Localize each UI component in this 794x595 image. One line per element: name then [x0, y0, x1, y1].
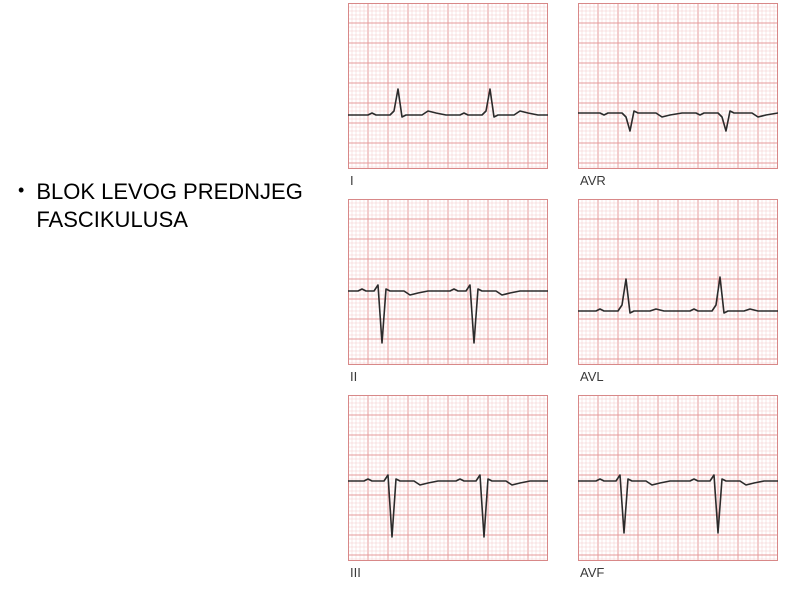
- bullet-item: • BLOK LEVOG PREDNJEG FASCIKULUSA: [18, 178, 338, 233]
- ecg-panel-lead-III: III: [348, 395, 548, 561]
- ecg-panel-lead-II: II: [348, 199, 548, 365]
- ecg-panel-lead-I: I: [348, 3, 548, 169]
- bullet-block: • BLOK LEVOG PREDNJEG FASCIKULUSA: [18, 178, 338, 233]
- bullet-text: BLOK LEVOG PREDNJEG FASCIKULUSA: [36, 178, 338, 233]
- slide: • BLOK LEVOG PREDNJEG FASCIKULUSA IAVRII…: [0, 0, 794, 595]
- ecg-grid-container: IAVRIIAVLIIIAVF: [348, 3, 786, 592]
- ecg-label-lead-II: II: [350, 369, 357, 384]
- bullet-dot-icon: •: [18, 178, 24, 203]
- ecg-label-lead-I: I: [350, 173, 354, 188]
- ecg-label-lead-aVL: AVL: [580, 369, 604, 384]
- ecg-panel-lead-aVF: AVF: [578, 395, 778, 561]
- ecg-panel-lead-aVL: AVL: [578, 199, 778, 365]
- ecg-panel-lead-aVR: AVR: [578, 3, 778, 169]
- ecg-label-lead-aVF: AVF: [580, 565, 604, 580]
- ecg-label-lead-aVR: AVR: [580, 173, 606, 188]
- ecg-label-lead-III: III: [350, 565, 361, 580]
